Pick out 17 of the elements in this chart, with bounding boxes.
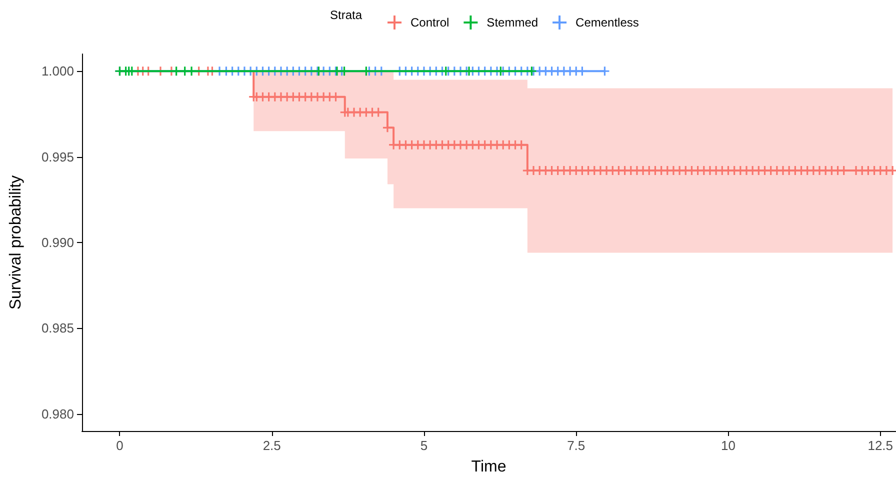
- x-tick-label: 7.5: [567, 438, 586, 453]
- legend-label: Cementless: [576, 16, 639, 30]
- y-tick-label: 0.995: [41, 149, 74, 164]
- y-tick-label: 0.985: [41, 320, 74, 336]
- x-tick-label: 10: [721, 438, 736, 453]
- x-tick-label: 5: [420, 438, 428, 453]
- y-tick-label: 1.000: [41, 64, 74, 79]
- x-axis-title: Time: [471, 458, 506, 476]
- legend-label: Control: [410, 16, 450, 30]
- y-tick-label: 0.980: [41, 406, 74, 422]
- y-tick-label: 0.990: [41, 235, 74, 250]
- legend-title: Strata: [330, 8, 362, 22]
- x-tick-label: 0: [116, 438, 124, 453]
- x-tick-label: 2.5: [262, 438, 281, 453]
- y-axis-title: Survival probability: [8, 175, 24, 310]
- legend-label: Stemmed: [486, 16, 538, 30]
- x-tick-label: 12.5: [868, 438, 894, 453]
